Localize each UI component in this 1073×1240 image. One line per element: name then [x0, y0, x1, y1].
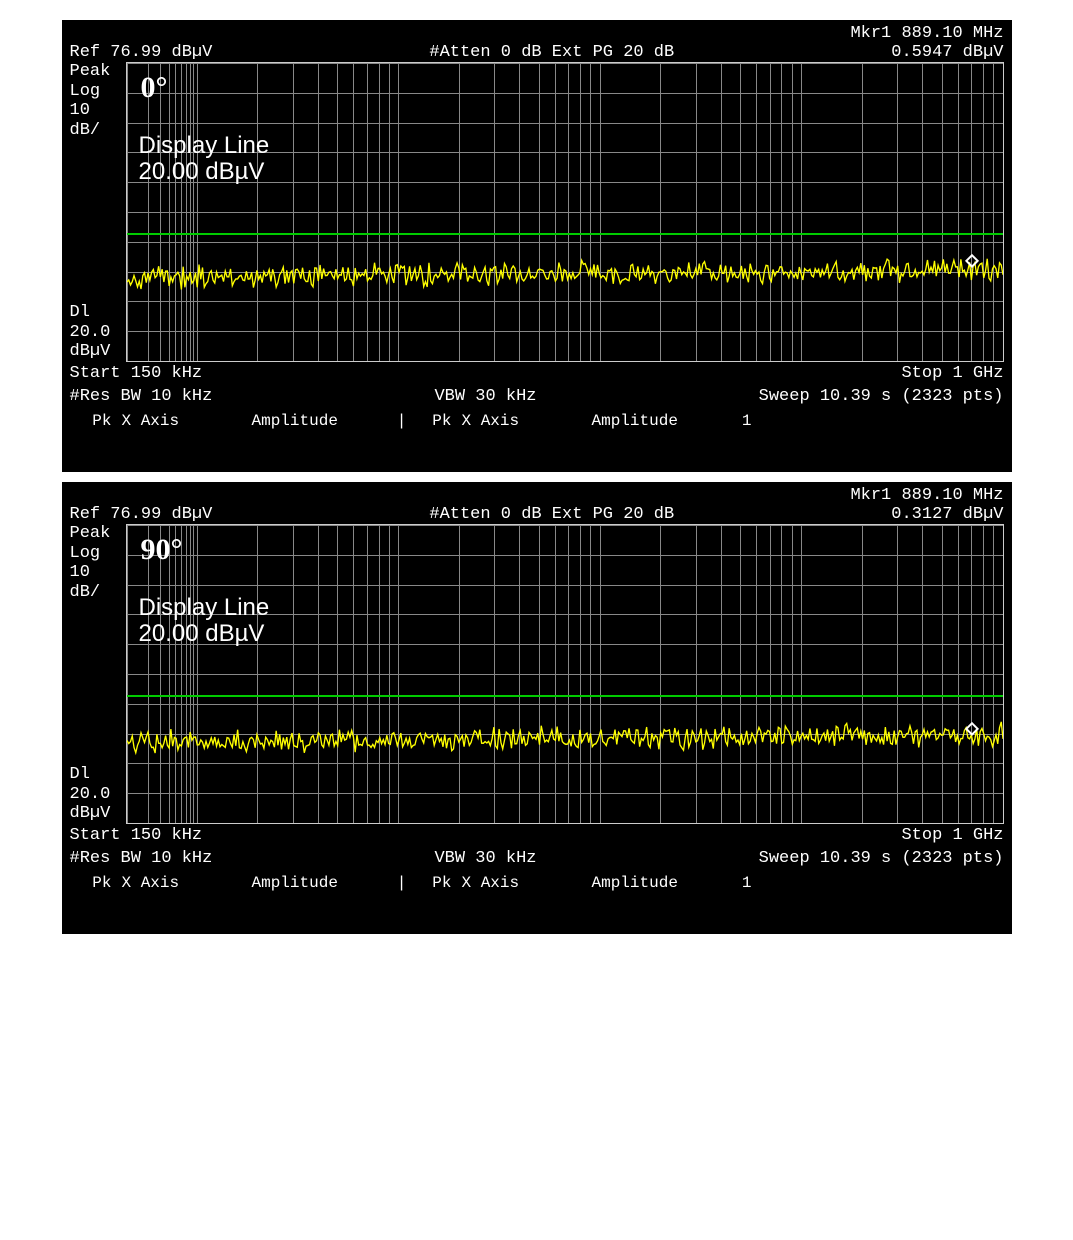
pk-num: 1 — [722, 874, 762, 894]
pk-header-pk2: Pk — [422, 874, 462, 892]
display-line-value: 20.00 dBµV — [139, 621, 270, 647]
pk-sep: | — [1022, 412, 1062, 432]
y-label: Log — [70, 544, 126, 564]
peak-table: PkX AxisAmplitude|PkX AxisAmplitude1|62|… — [62, 870, 1012, 934]
start-freq: Start 150 kHz — [70, 364, 203, 383]
pk-header-xaxis2: X Axis — [462, 874, 592, 892]
pk-num: 1 — [722, 412, 762, 432]
sweep-info: Sweep 10.39 s (2323 pts) — [759, 387, 1004, 406]
res-bw: #Res BW 10 kHz — [70, 387, 213, 406]
y-label: 20.0 — [70, 323, 126, 343]
grid-h — [127, 361, 1003, 362]
stop-freq: Stop 1 GHz — [901, 364, 1003, 383]
marker-value: 0.5947 dBµV — [891, 43, 1003, 62]
analyzer-panel: Mkr1 889.10 MHz Ref 76.99 dBµV #Atten 0 dB… — [62, 482, 1012, 934]
y-label: 10 — [70, 101, 126, 121]
pk-header-pk2: Pk — [422, 412, 462, 430]
sweep-info: Sweep 10.39 s (2323 pts) — [759, 849, 1004, 868]
peak-row: 1 |6 — [722, 412, 1073, 432]
y-label: Peak — [70, 62, 126, 82]
res-bw: #Res BW 10 kHz — [70, 849, 213, 868]
peak-row: 1 |6 — [722, 874, 1073, 894]
y-label: 20.0 — [70, 785, 126, 805]
marker-freq: 889.10 MHz — [901, 486, 1003, 505]
spectrum-trace — [127, 63, 1003, 361]
display-line-text: Display Line — [139, 595, 270, 621]
pk-header-xaxis2: X Axis — [462, 412, 592, 430]
pk-sep: | — [382, 412, 422, 430]
pk-header-amp2: Amplitude — [592, 874, 722, 892]
spectrum-plot[interactable]: 90° Display Line20.00 dBµV — [126, 524, 1004, 824]
y-axis-labels: PeakLog10dB/Dl20.0dBµV — [70, 524, 126, 824]
spectrum-trace — [127, 525, 1003, 823]
peak-table: PkX AxisAmplitude|PkX AxisAmplitude1|62|… — [62, 408, 1012, 472]
pk-amp — [892, 874, 1022, 894]
y-label: Peak — [70, 524, 126, 544]
y-label: dB/ — [70, 583, 126, 603]
y-label: 10 — [70, 563, 126, 583]
pk-header-amp: Amplitude — [252, 412, 382, 430]
marker-label: Mkr1 — [850, 24, 901, 43]
pk-amp — [892, 412, 1022, 432]
pk-num2: 6 — [1062, 412, 1073, 432]
display-line-value: 20.00 dBµV — [139, 159, 270, 185]
y-label: dBµV — [70, 342, 126, 362]
y-label: Log — [70, 82, 126, 102]
pk-sep: | — [382, 874, 422, 892]
vbw: VBW 30 kHz — [434, 387, 536, 406]
vbw: VBW 30 kHz — [434, 849, 536, 868]
display-line-label: Display Line20.00 dBµV — [139, 133, 270, 186]
pk-header-pk: Pk — [82, 412, 122, 430]
ref-level: Ref 76.99 dBµV — [70, 505, 213, 524]
y-label: Dl — [70, 303, 126, 323]
grid-h — [127, 823, 1003, 824]
stop-freq: Stop 1 GHz — [901, 826, 1003, 845]
grid-v — [1003, 63, 1004, 361]
y-axis-labels: PeakLog10dB/Dl20.0dBµV — [70, 62, 126, 362]
ref-level: Ref 76.99 dBµV — [70, 43, 213, 62]
grid-v — [1003, 525, 1004, 823]
marker-label: Mkr1 — [850, 486, 901, 505]
pk-header-pk: Pk — [82, 874, 122, 892]
start-freq: Start 150 kHz — [70, 826, 203, 845]
pk-xaxis — [762, 412, 892, 432]
atten-info: #Atten 0 dB Ext PG 20 dB — [429, 505, 674, 524]
pk-header-xaxis: X Axis — [122, 412, 252, 430]
display-line-text: Display Line — [139, 133, 270, 159]
display-line-label: Display Line20.00 dBµV — [139, 595, 270, 648]
spectrum-plot[interactable]: 0° Display Line20.00 dBµV — [126, 62, 1004, 362]
marker-freq: 889.10 MHz — [901, 24, 1003, 43]
pk-sep: | — [1022, 874, 1062, 894]
atten-info: #Atten 0 dB Ext PG 20 dB — [429, 43, 674, 62]
pk-header-xaxis: X Axis — [122, 874, 252, 892]
angle-label: 0° — [141, 71, 168, 105]
pk-num2: 6 — [1062, 874, 1073, 894]
y-label: Dl — [70, 765, 126, 785]
y-label: dB/ — [70, 121, 126, 141]
marker-value: 0.3127 dBµV — [891, 505, 1003, 524]
angle-label: 90° — [141, 533, 183, 567]
pk-xaxis — [762, 874, 892, 894]
pk-header-amp: Amplitude — [252, 874, 382, 892]
pk-header-amp2: Amplitude — [592, 412, 722, 430]
analyzer-panel: Mkr1 889.10 MHz Ref 76.99 dBµV #Atten 0 dB… — [62, 20, 1012, 472]
y-label: dBµV — [70, 804, 126, 824]
